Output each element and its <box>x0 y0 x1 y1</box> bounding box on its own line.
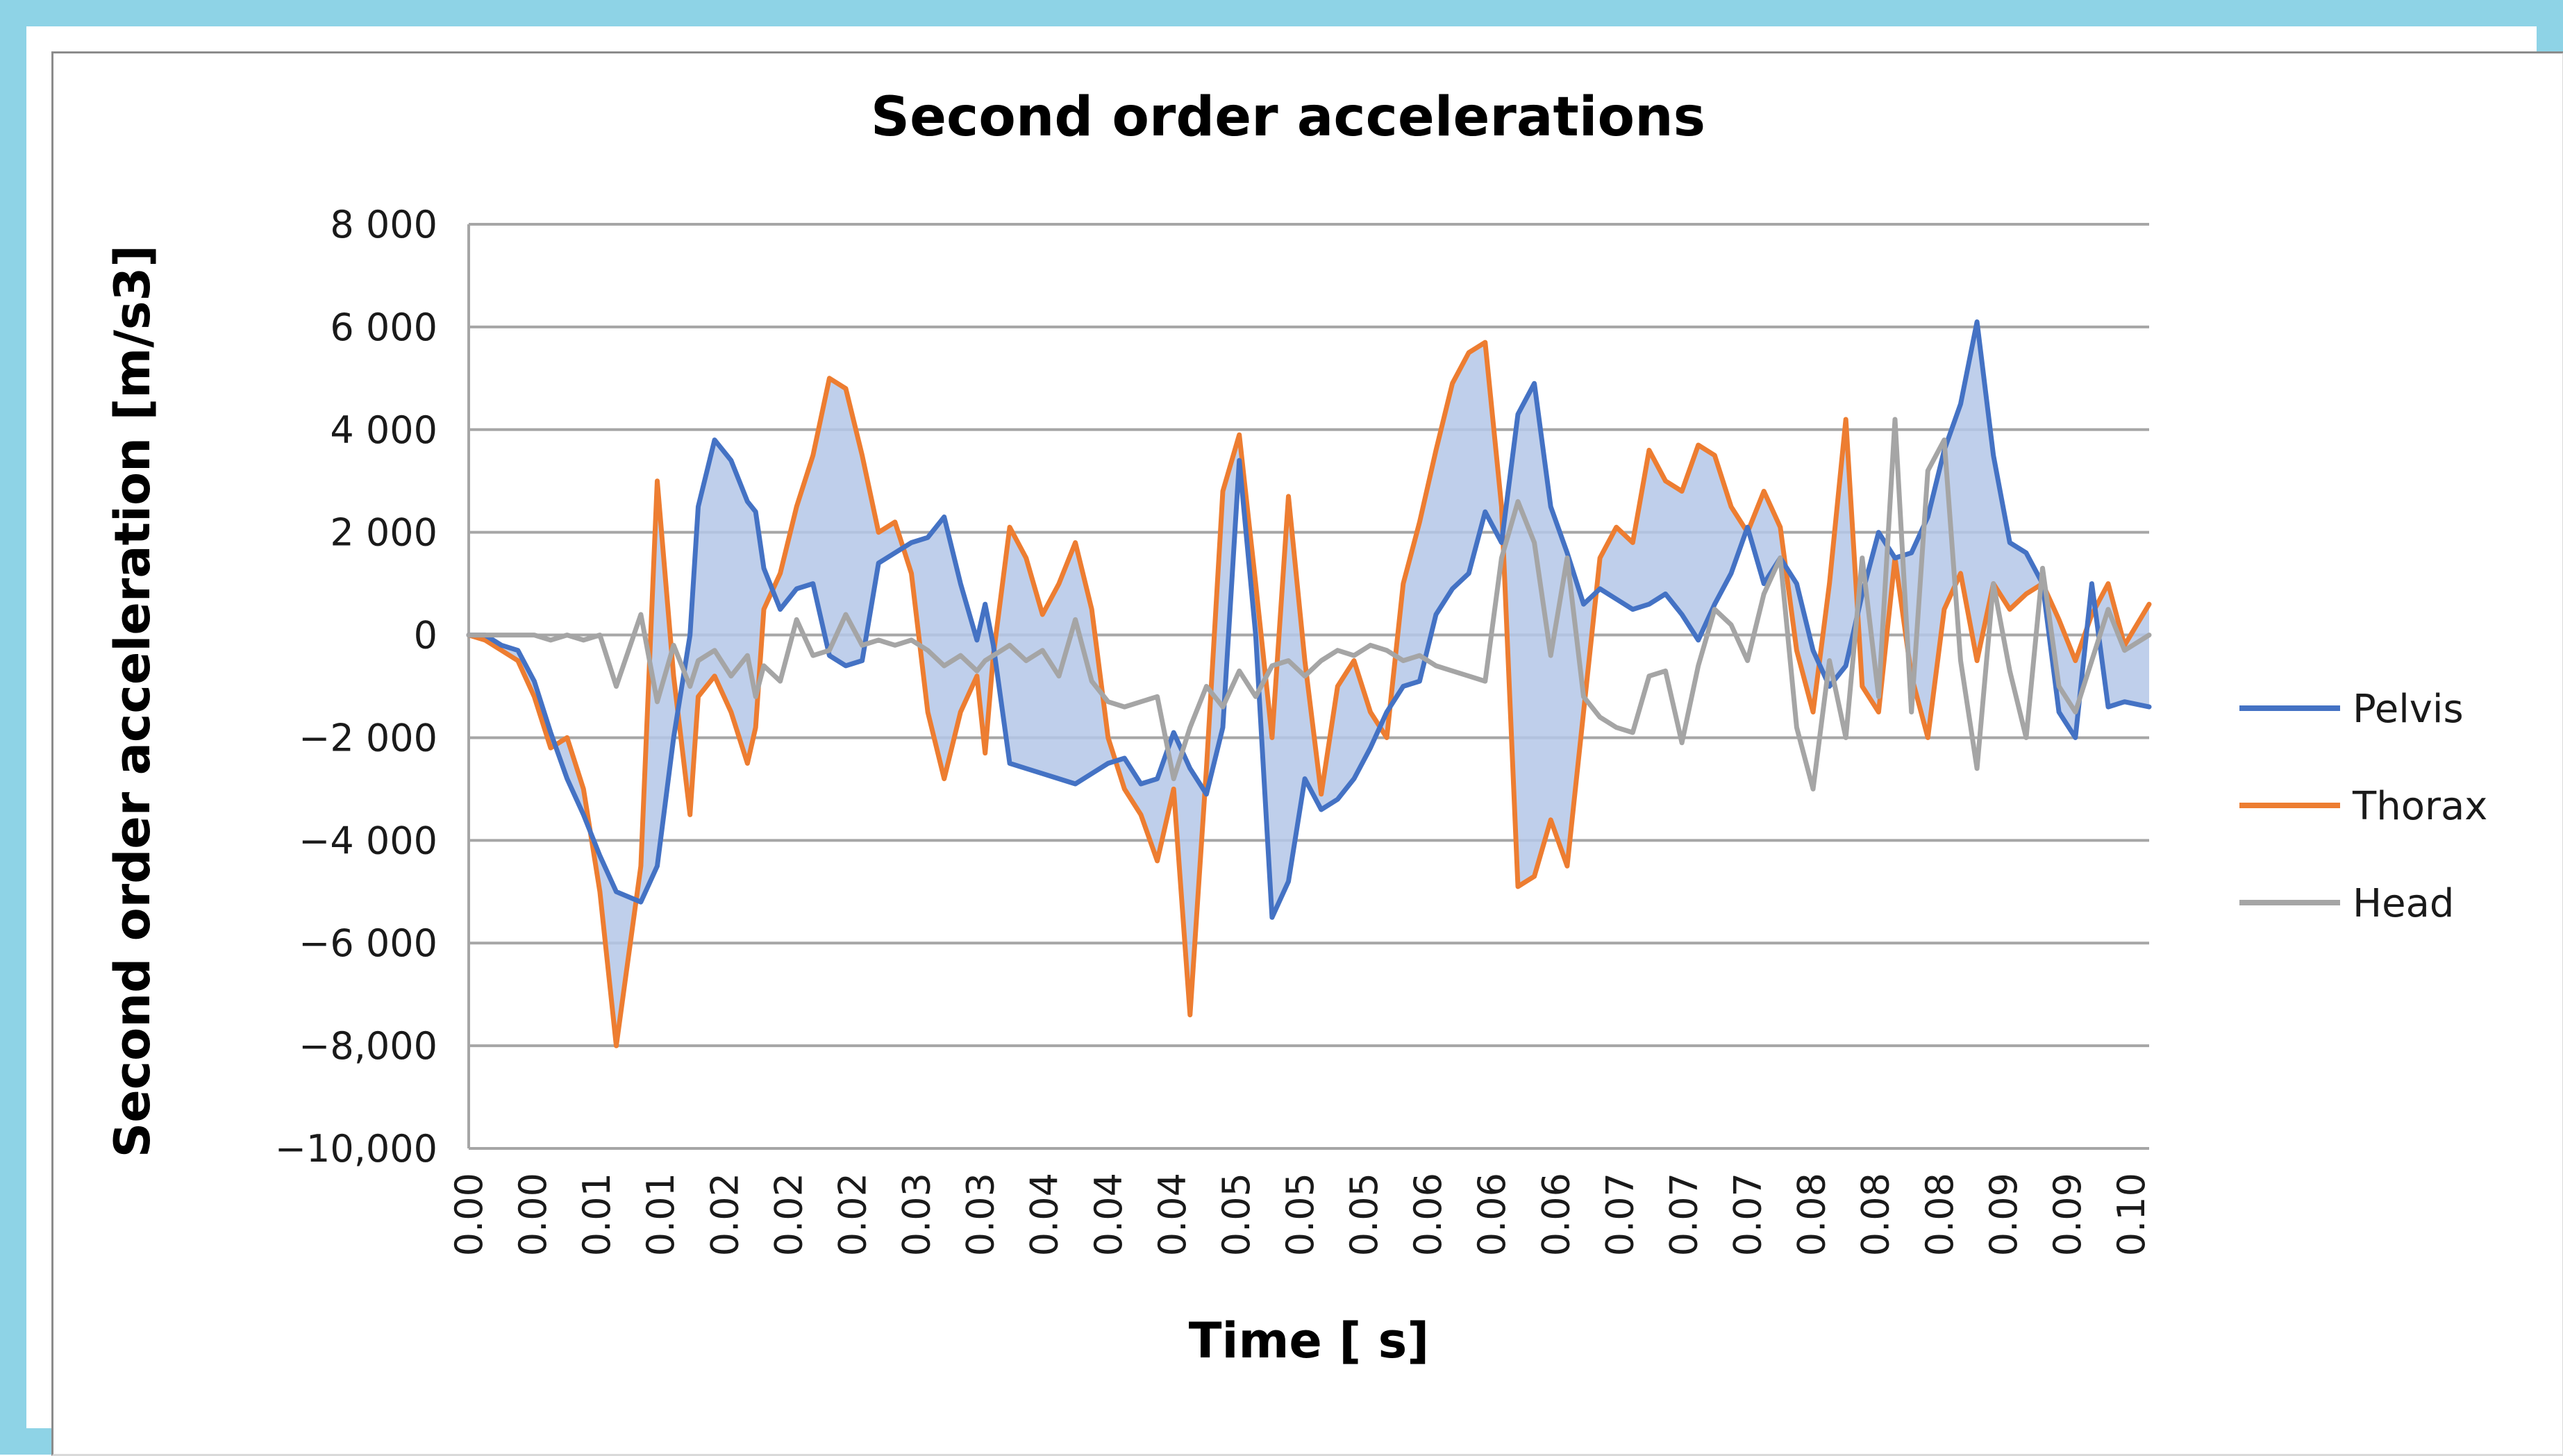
x-tick-label: 0.01 <box>575 1173 619 1256</box>
y-tick-label: 8 000 <box>330 203 437 246</box>
x-tick-label: 0.04 <box>1087 1173 1130 1256</box>
y-tick-label: 2 000 <box>330 511 437 555</box>
x-tick-labels: 0.00 0.00 0.01 0.01 0.02 0.02 0.02 0.03 0.03 0.04… <box>447 1173 2153 1256</box>
x-tick-label: 0.00 <box>511 1173 555 1256</box>
legend-label-head: Head <box>2353 881 2454 926</box>
x-tick-label: 0.02 <box>830 1173 874 1256</box>
chart-title: Second order accelerations <box>871 86 1705 149</box>
y-tick-label: 0 <box>414 614 437 658</box>
series-lines <box>466 319 2152 1048</box>
x-tick-label: 0.00 <box>447 1173 491 1256</box>
x-axis-label: Time [ s] <box>1189 1312 1430 1369</box>
x-tick-label: 0.05 <box>1214 1173 1258 1256</box>
series-line-head <box>466 417 2152 792</box>
legend-label-pelvis: Pelvis <box>2353 687 2464 732</box>
x-tick-label: 0.07 <box>1726 1173 1770 1256</box>
y-tick-label: −8,000 <box>299 1024 437 1068</box>
legend: Pelvis Thorax Head <box>2239 687 2487 926</box>
y-tick-label: −2 000 <box>299 716 437 760</box>
x-tick-label: 0.08 <box>1918 1173 1962 1256</box>
x-tick-label: 0.06 <box>1534 1173 1578 1256</box>
y-tick-label: 4 000 <box>330 408 437 452</box>
x-tick-label: 0.07 <box>1662 1173 1705 1256</box>
x-tick-label: 0.03 <box>959 1173 1003 1256</box>
x-tick-label: 0.02 <box>703 1173 746 1256</box>
y-tick-labels: 8 000 6 000 4 000 2 000 0 −2 000 −4 000 −6 000 −… <box>275 203 437 1171</box>
y-tick-label: −10,000 <box>275 1127 437 1171</box>
x-tick-label: 0.05 <box>1342 1173 1386 1256</box>
x-tick-label: 0.03 <box>895 1173 939 1256</box>
x-tick-label: 0.08 <box>1790 1173 1834 1256</box>
x-tick-label: 0.04 <box>1023 1173 1067 1256</box>
x-tick-label: 0.06 <box>1470 1173 1514 1256</box>
x-tick-label: 0.02 <box>767 1173 810 1256</box>
x-tick-label: 0.09 <box>2046 1173 2089 1256</box>
x-tick-label: 0.10 <box>2110 1173 2153 1256</box>
legend-label-thorax: Thorax <box>2352 784 2487 829</box>
y-axis-label: Second order acceleration [m/s3] <box>104 245 161 1157</box>
x-tick-label: 0.07 <box>1598 1173 1642 1256</box>
x-tick-label: 0.04 <box>1151 1173 1194 1256</box>
x-tick-label: 0.01 <box>639 1173 683 1256</box>
y-tick-label: −6 000 <box>299 921 437 965</box>
x-tick-label: 0.08 <box>1854 1173 1898 1256</box>
x-tick-label: 0.09 <box>1982 1173 2026 1256</box>
y-tick-label: −4 000 <box>299 819 437 862</box>
x-tick-label: 0.05 <box>1278 1173 1322 1256</box>
x-tick-label: 0.06 <box>1406 1173 1450 1256</box>
y-tick-label: 6 000 <box>330 306 437 349</box>
